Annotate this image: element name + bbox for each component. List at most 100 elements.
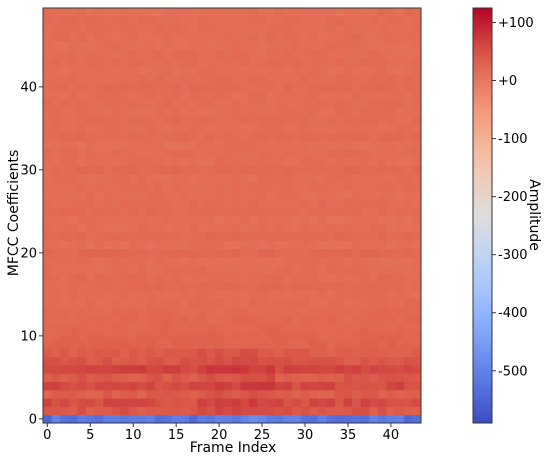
heatmap-cell	[223, 74, 233, 84]
heatmap-cell	[317, 66, 327, 75]
heatmap-cell	[317, 140, 327, 150]
heatmap-cell	[378, 66, 388, 75]
heatmap-cell	[85, 207, 95, 216]
heatmap-cell	[94, 16, 104, 25]
heatmap-cell	[163, 41, 173, 50]
heatmap-cell	[249, 340, 259, 349]
heatmap-cell	[137, 157, 147, 167]
heatmap-cell	[403, 124, 413, 133]
heatmap-cell	[60, 348, 70, 357]
heatmap-cell	[326, 364, 336, 374]
heatmap-cell	[171, 215, 181, 225]
heatmap-cell	[283, 8, 293, 17]
heatmap-cell	[214, 41, 224, 50]
heatmap-cell	[154, 74, 164, 84]
heatmap-cell	[120, 57, 130, 67]
heatmap-cell	[60, 49, 70, 59]
heatmap-cell	[352, 8, 362, 17]
heatmap-cell	[317, 306, 327, 316]
heatmap-cell	[266, 91, 276, 100]
heatmap-cell	[51, 16, 61, 25]
heatmap-cell	[300, 149, 310, 158]
heatmap-cell	[326, 381, 336, 391]
heatmap-cell	[77, 281, 87, 291]
heatmap-cell	[223, 240, 233, 250]
heatmap-cell	[154, 190, 164, 200]
heatmap-cell	[206, 389, 216, 399]
heatmap-cell	[171, 91, 181, 100]
heatmap-cell	[128, 273, 138, 283]
heatmap-cell	[343, 91, 353, 100]
heatmap-cell	[403, 281, 413, 291]
heatmap-cell	[395, 240, 405, 250]
heatmap-cell	[137, 248, 147, 258]
colorbar-tick-label: +0	[498, 74, 517, 89]
heatmap-cell	[369, 290, 379, 299]
heatmap-cell	[395, 132, 405, 142]
heatmap-cell	[171, 74, 181, 84]
heatmap-cell	[249, 174, 259, 183]
heatmap-cell	[360, 381, 370, 391]
heatmap-cell	[120, 232, 130, 241]
heatmap-cell	[403, 16, 413, 25]
heatmap-cell	[257, 66, 267, 75]
heatmap-cell	[68, 115, 78, 125]
heatmap-cell	[283, 373, 293, 382]
heatmap-cell	[163, 290, 173, 299]
heatmap-cell	[111, 124, 121, 133]
heatmap-cell	[94, 290, 104, 299]
heatmap-cell	[326, 215, 336, 225]
heatmap-cell	[343, 240, 353, 250]
heatmap-cell	[317, 182, 327, 191]
heatmap-cell	[154, 82, 164, 92]
heatmap-cell	[386, 8, 396, 17]
heatmap-cell	[128, 149, 138, 158]
heatmap-cell	[412, 381, 422, 391]
heatmap-cell	[146, 207, 156, 216]
heatmap-cell	[326, 223, 336, 233]
heatmap-cell	[352, 74, 362, 84]
heatmap-cell	[266, 16, 276, 25]
heatmap-cell	[60, 8, 70, 17]
heatmap-cell	[223, 348, 233, 357]
heatmap-cell	[163, 373, 173, 382]
heatmap-cell	[111, 281, 121, 291]
heatmap-cell	[60, 24, 70, 34]
heatmap-cell	[77, 406, 87, 416]
heatmap-cell	[163, 157, 173, 167]
heatmap-cell	[154, 8, 164, 17]
heatmap-cell	[395, 298, 405, 308]
heatmap-cell	[274, 306, 284, 316]
heatmap-cell	[154, 16, 164, 25]
heatmap-cell	[232, 273, 241, 283]
heatmap-cell	[214, 323, 224, 333]
heatmap-cell	[249, 414, 259, 424]
heatmap-cell	[335, 66, 345, 75]
heatmap-cell	[326, 66, 336, 75]
heatmap-cell	[128, 165, 138, 175]
colorbar-tick-label: +100	[498, 16, 534, 31]
heatmap-cell	[360, 240, 370, 250]
heatmap-cell	[326, 273, 336, 283]
heatmap-cell	[43, 340, 52, 349]
heatmap-cell	[395, 41, 405, 50]
heatmap-cell	[317, 8, 327, 17]
heatmap-cell	[395, 265, 405, 274]
heatmap-cell	[111, 265, 121, 274]
heatmap-cell	[300, 398, 310, 407]
heatmap-cell	[197, 165, 207, 175]
heatmap-cell	[274, 406, 284, 416]
heatmap-cell	[163, 381, 173, 391]
heatmap-cell	[326, 165, 336, 175]
heatmap-cell	[335, 8, 345, 17]
heatmap-cell	[197, 315, 207, 324]
heatmap-cell	[137, 115, 147, 125]
heatmap-cell	[283, 414, 293, 424]
heatmap-cell	[214, 99, 224, 108]
x-tick-label: 10	[125, 428, 142, 443]
heatmap-cell	[292, 306, 302, 316]
heatmap-cell	[120, 257, 130, 266]
heatmap-cell	[360, 198, 370, 208]
heatmap-cell	[154, 57, 164, 67]
heatmap-cell	[103, 107, 113, 117]
